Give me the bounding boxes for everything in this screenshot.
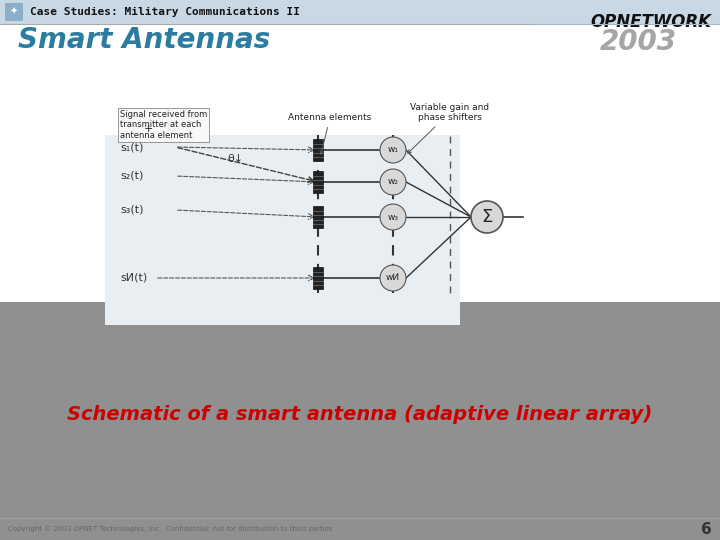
Text: Antenna elements: Antenna elements [289, 113, 372, 154]
Text: Schematic of a smart antenna (adaptive linear array): Schematic of a smart antenna (adaptive l… [68, 406, 652, 424]
Text: s₁(t): s₁(t) [120, 142, 143, 152]
Text: w₂: w₂ [387, 178, 398, 186]
Text: Signal received from
transmitter at each
antenna element: Signal received from transmitter at each… [120, 110, 207, 140]
Text: ✦: ✦ [10, 7, 18, 17]
Bar [105, 135, 460, 325]
Circle shape [380, 169, 406, 195]
Text: w₃: w₃ [387, 213, 398, 221]
Text: OPNETWORK: OPNETWORK [590, 13, 711, 31]
Text: Copyright © 2003 OPNET Technologies, Inc.  Confidential: not for distribution to: Copyright © 2003 OPNET Technologies, Inc… [8, 525, 333, 532]
Text: 2003: 2003 [600, 28, 677, 56]
Bar [0, 302, 720, 540]
Text: θ↓: θ↓ [227, 154, 243, 164]
Text: w₁: w₁ [387, 145, 398, 154]
Text: Variable gain and
phase shifters: Variable gain and phase shifters [408, 103, 490, 153]
Circle shape [471, 201, 503, 233]
Circle shape [380, 265, 406, 291]
Text: Smart Antennas: Smart Antennas [18, 26, 270, 54]
Text: wⵍ: wⵍ [386, 273, 400, 282]
Circle shape [380, 204, 406, 230]
Text: sⵍ(t): sⵍ(t) [120, 273, 148, 283]
Text: s₃(t): s₃(t) [120, 205, 143, 215]
Bar [5, 3, 23, 21]
Text: s₂(t): s₂(t) [120, 171, 143, 181]
Text: Σ: Σ [481, 208, 492, 226]
Text: +: + [143, 124, 153, 134]
Text: 6: 6 [701, 522, 712, 537]
Circle shape [380, 137, 406, 163]
Text: Case Studies: Military Communications II: Case Studies: Military Communications II [30, 7, 300, 17]
Bar [0, 0, 720, 24]
Bar [313, 171, 323, 193]
Bar [313, 206, 323, 228]
Bar [313, 267, 323, 289]
Bar [313, 139, 323, 161]
